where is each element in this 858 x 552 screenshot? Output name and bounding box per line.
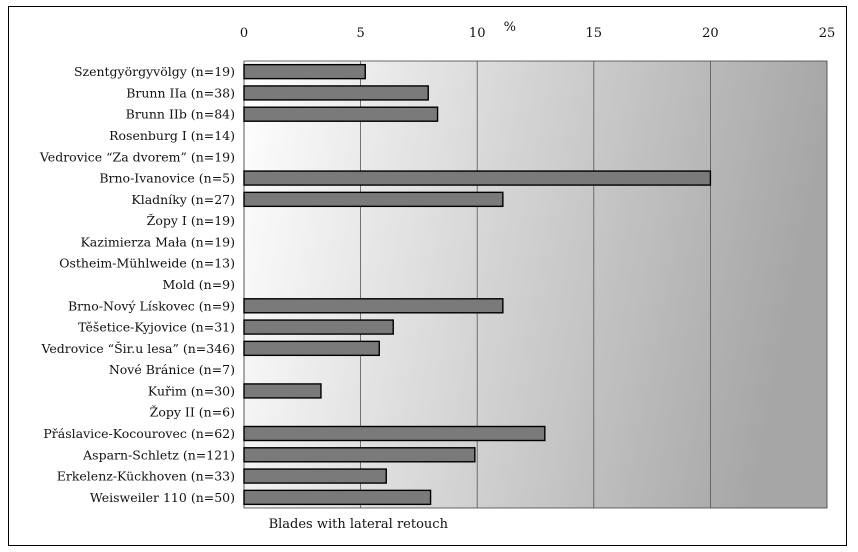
- bar: [243, 319, 394, 335]
- x-axis-title: Blades with lateral retouch: [269, 517, 449, 532]
- bar: [243, 63, 366, 80]
- category-label: Szentgyörgyvölgy (n=19): [74, 64, 235, 79]
- category-label: Brno-Ivanovice (n=5): [99, 171, 235, 186]
- category-label: Žopy I (n=19): [147, 213, 235, 228]
- category-label: Asparn-Schletz (n=121): [82, 447, 235, 462]
- bar: [243, 383, 322, 399]
- bar: [243, 425, 546, 442]
- category-labels: Szentgyörgyvölgy (n=19) Brunn IIa (n=38) B…: [39, 64, 235, 505]
- category-label: Brno-Nový Lískovec (n=9): [68, 298, 235, 313]
- category-label: Brunn IIa (n=38): [126, 85, 235, 100]
- category-label: Nové Bránice (n=7): [109, 362, 235, 377]
- category-label: Ostheim-Mühlweide (n=13): [59, 256, 235, 271]
- category-label: Kladníky (n=27): [131, 192, 235, 207]
- category-label: Brunn IIb (n=84): [126, 107, 235, 122]
- category-label: Vedrovice “Šir.u lesa” (n=346): [40, 340, 235, 356]
- unit-label: %: [504, 20, 516, 35]
- x-tick-label: 10: [469, 26, 486, 41]
- bar: [243, 489, 432, 506]
- category-label: Vedrovice “Za dvorem” (n=19): [39, 149, 235, 164]
- x-tick-label: 25: [819, 26, 836, 41]
- x-tick-label: 20: [702, 26, 719, 41]
- bar: [243, 447, 476, 463]
- category-label: Kuřim (n=30): [148, 383, 235, 398]
- bar: [243, 191, 504, 208]
- x-tick-label: 5: [356, 26, 364, 41]
- category-label: Erkelenz-Kückhoven (n=33): [57, 469, 235, 484]
- x-axis-ticks: 0 5 10 15 20 25: [240, 26, 835, 41]
- bar: [243, 106, 439, 122]
- category-label: Těšetice-Kyjovice (n=31): [78, 320, 235, 335]
- x-tick-label: 15: [586, 26, 603, 41]
- bar: [243, 468, 387, 484]
- bar: [243, 170, 712, 186]
- x-tick-label: 0: [240, 26, 248, 41]
- category-label: Přáslavice-Kocourovec (n=62): [43, 426, 235, 441]
- category-label: Kazimierza Mała (n=19): [80, 234, 235, 249]
- category-label: Mold (n=9): [162, 277, 235, 292]
- category-label: Weisweiler 110 (n=50): [90, 490, 235, 505]
- bar: [243, 298, 504, 314]
- bar: [243, 85, 429, 101]
- category-label: Rosenburg I (n=14): [109, 128, 235, 143]
- bars: [243, 63, 712, 506]
- bar: [243, 340, 380, 357]
- category-label: Žopy II (n=6): [150, 405, 235, 420]
- gridlines: [243, 61, 828, 508]
